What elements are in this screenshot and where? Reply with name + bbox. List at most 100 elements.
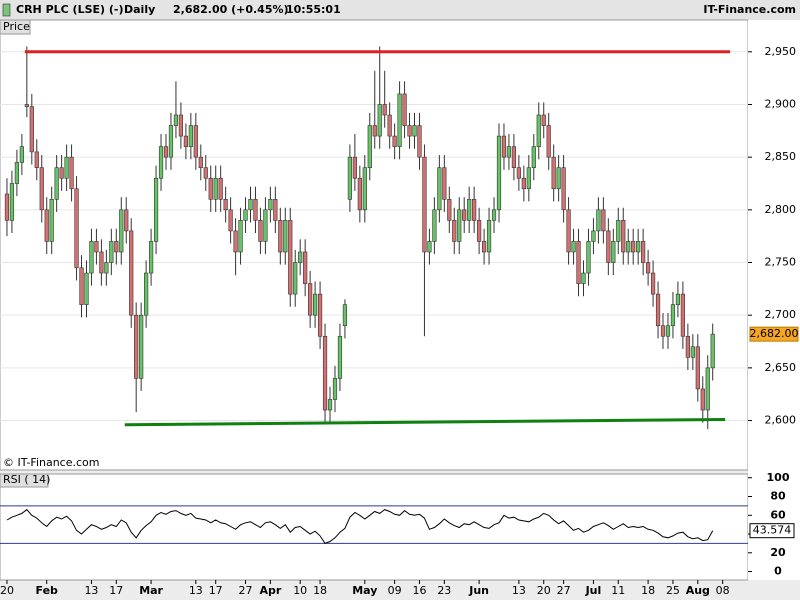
candle-body <box>198 156 203 168</box>
candle-body <box>636 241 641 253</box>
candle-body <box>491 209 497 221</box>
candle-body <box>362 167 367 211</box>
candle-body <box>44 209 49 242</box>
candle-body <box>268 198 273 211</box>
x-tick-label: 11 <box>611 584 625 597</box>
candle-body <box>437 167 442 211</box>
candle-body <box>641 241 646 263</box>
x-tick-label: May <box>352 584 377 597</box>
x-tick-label: Apr <box>259 584 281 597</box>
candle-body <box>79 267 84 305</box>
candle-body <box>407 125 412 137</box>
x-tick-label: Jun <box>468 584 489 597</box>
candle-body <box>188 125 193 147</box>
panel-label: RSI ( 14) <box>3 473 50 486</box>
x-tick-label: 09 <box>388 584 402 597</box>
candle-body <box>253 198 258 221</box>
candle-body <box>183 135 188 147</box>
candle-body <box>203 167 208 179</box>
candle-body <box>342 304 348 327</box>
candle-body <box>39 167 44 211</box>
candle-body <box>317 293 323 337</box>
candle-body <box>566 209 571 253</box>
candle-body <box>134 314 139 379</box>
x-tick-label: 16 <box>412 584 426 597</box>
y-tick-label: 20 <box>770 546 786 559</box>
candle-body <box>556 167 561 190</box>
candle-body <box>432 209 437 242</box>
candle-body <box>223 198 228 211</box>
header-icon <box>2 3 11 17</box>
y-tick-label: 0 <box>774 565 782 578</box>
candle-body <box>417 125 422 158</box>
candle-body <box>501 135 507 158</box>
candle-body <box>24 104 29 107</box>
candle-body <box>19 146 24 163</box>
x-tick-label: Jul <box>585 584 602 597</box>
candle-body <box>675 293 681 305</box>
candle-body <box>283 220 288 253</box>
candle-body <box>526 167 531 190</box>
candle-body <box>685 335 690 358</box>
candle-body <box>690 346 695 358</box>
candle-body <box>99 251 104 274</box>
candle-body <box>29 106 34 153</box>
rsi-panel <box>0 473 749 581</box>
candle-body <box>486 220 492 253</box>
y-tick-label: 80 <box>770 490 786 503</box>
candle-body <box>367 125 372 168</box>
candle-body <box>74 188 79 269</box>
candle-body <box>228 209 233 232</box>
candle-body <box>248 198 253 211</box>
candle-body <box>601 209 606 232</box>
candle-body <box>606 230 611 263</box>
x-tick-label: Feb <box>36 584 59 597</box>
candle-body <box>586 241 591 274</box>
y-tick-label: 2,750 <box>765 256 797 269</box>
candle-body <box>4 193 10 221</box>
candle-body <box>288 220 293 295</box>
candle-body <box>660 325 666 337</box>
candle-body <box>462 209 467 221</box>
candle-body <box>695 346 700 390</box>
candle-body <box>124 209 129 232</box>
candle-body <box>506 146 512 158</box>
candle-body <box>158 146 164 179</box>
candle-body <box>139 314 144 379</box>
candle-body <box>382 104 387 116</box>
candle-body <box>377 104 382 137</box>
candle-body <box>511 146 517 168</box>
x-tick-label: 27 <box>557 584 571 597</box>
candle-body <box>576 241 581 284</box>
candle-body <box>700 388 705 411</box>
candle-body <box>293 262 298 295</box>
candle-body <box>447 198 452 221</box>
candle-body <box>258 220 263 242</box>
x-tick-label: 13 <box>189 584 203 597</box>
candle-body <box>387 114 392 137</box>
y-tick-label: 2,650 <box>765 361 797 374</box>
x-tick-label: 18 <box>641 584 655 597</box>
last-value-box <box>749 523 795 539</box>
y-tick-label: 2,700 <box>765 308 797 321</box>
candle-body <box>397 93 402 147</box>
candle-body <box>392 135 397 147</box>
candle-body <box>571 241 576 253</box>
candle-body <box>114 241 119 253</box>
candle-body <box>621 220 626 253</box>
candle-body <box>631 241 636 253</box>
candle-body <box>332 378 338 400</box>
candle-body <box>129 230 134 316</box>
candle-body <box>322 335 328 411</box>
candle-body <box>173 114 179 126</box>
x-tick-label: 23 <box>437 584 451 597</box>
candle-body <box>536 114 541 147</box>
x-tick-label: 18 <box>313 584 327 597</box>
y-tick-label: 2,950 <box>765 45 797 58</box>
candle-body <box>541 114 546 126</box>
candle-body <box>308 283 313 316</box>
candle-body <box>218 177 223 200</box>
x-tick-label: Aug <box>686 584 710 597</box>
x-tick-label: 27 <box>239 584 253 597</box>
